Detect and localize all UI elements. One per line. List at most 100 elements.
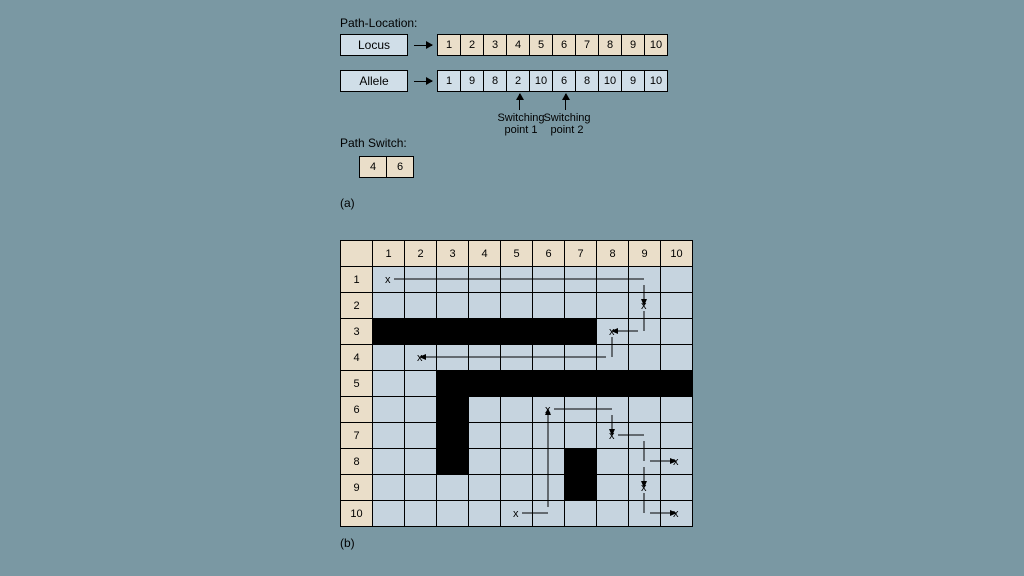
grid-corner — [340, 240, 373, 267]
part-a: Locus 12345678910 Allele 1982106810910 S… — [300, 16, 740, 216]
grid-cell-black — [500, 318, 533, 345]
row-header: 6 — [340, 396, 373, 423]
col-header: 9 — [628, 240, 661, 267]
grid-cell-black — [564, 318, 597, 345]
grid-cell — [628, 318, 661, 345]
locus-row: Locus 12345678910 — [340, 34, 668, 56]
grid-cell — [468, 266, 501, 293]
locus-cell: 7 — [575, 34, 599, 56]
grid-cell-black — [436, 422, 469, 449]
grid-cell — [436, 500, 469, 527]
grid-cell — [628, 448, 661, 475]
grid-cell — [660, 344, 693, 371]
grid-cell — [628, 500, 661, 527]
locus-cell: 4 — [506, 34, 530, 56]
grid-cell — [500, 474, 533, 501]
row-header: 9 — [340, 474, 373, 501]
grid-cell — [468, 344, 501, 371]
grid-cell-black — [532, 318, 565, 345]
grid-cell — [596, 318, 629, 345]
allele-cell: 10 — [598, 70, 622, 92]
up-arrow-icon — [519, 94, 520, 110]
grid-cell — [468, 474, 501, 501]
grid-cell — [436, 266, 469, 293]
grid-cell — [596, 474, 629, 501]
allele-cell: 9 — [621, 70, 645, 92]
grid-cell — [404, 292, 437, 319]
col-header: 5 — [500, 240, 533, 267]
grid-cell-black — [468, 318, 501, 345]
allele-cell: 2 — [506, 70, 530, 92]
switching-point-label: Switchingpoint 2 — [539, 112, 595, 136]
grid-cell — [500, 344, 533, 371]
allele-cell: 8 — [483, 70, 507, 92]
grid-cell — [564, 500, 597, 527]
up-arrow-icon — [565, 94, 566, 110]
grid-cell — [404, 448, 437, 475]
grid-cell-black — [468, 370, 501, 397]
locus-cell: 1 — [437, 34, 461, 56]
grid-cell — [596, 344, 629, 371]
grid-cell — [436, 292, 469, 319]
col-header: 3 — [436, 240, 469, 267]
path-switch-label: Path Switch: — [340, 136, 407, 150]
grid-cell — [564, 344, 597, 371]
grid-cell — [596, 292, 629, 319]
col-header: 6 — [532, 240, 565, 267]
col-header: 10 — [660, 240, 693, 267]
grid-cell — [404, 500, 437, 527]
grid-cell — [660, 396, 693, 423]
grid-cell — [532, 500, 565, 527]
path-switch-cell: 4 — [359, 156, 387, 178]
grid-cell — [500, 266, 533, 293]
locus-cell: 10 — [644, 34, 668, 56]
allele-cell: 9 — [460, 70, 484, 92]
allele-row: Allele 1982106810910 — [340, 70, 668, 92]
locus-cell: 6 — [552, 34, 576, 56]
allele-cell: 6 — [552, 70, 576, 92]
grid-cell — [436, 474, 469, 501]
grid-cell — [468, 500, 501, 527]
path-switch-cell: 6 — [386, 156, 414, 178]
row-header: 3 — [340, 318, 373, 345]
subfigure-b-label: (b) — [340, 536, 355, 550]
grid-cell — [532, 292, 565, 319]
grid-cell — [404, 344, 437, 371]
grid-cell — [564, 422, 597, 449]
grid-cell — [628, 292, 661, 319]
grid-cell — [468, 422, 501, 449]
col-header: 2 — [404, 240, 437, 267]
grid-cell — [532, 422, 565, 449]
grid-cell — [468, 396, 501, 423]
grid-cell-black — [372, 318, 405, 345]
allele-label: Allele — [340, 70, 408, 92]
grid-cell — [628, 422, 661, 449]
locus-cell: 5 — [529, 34, 553, 56]
grid: 1234567891012345678910 xxxxxxxxxx — [340, 240, 692, 526]
grid-cell — [404, 370, 437, 397]
part-b: 1234567891012345678910 xxxxxxxxxx — [340, 240, 692, 526]
grid-cell-black — [628, 370, 661, 397]
grid-cell-black — [596, 370, 629, 397]
grid-cell — [564, 292, 597, 319]
grid-cell — [500, 422, 533, 449]
col-header: 1 — [372, 240, 405, 267]
grid-cell — [628, 474, 661, 501]
grid-cell — [372, 474, 405, 501]
grid-cell-black — [404, 318, 437, 345]
grid-cell-black — [660, 370, 693, 397]
grid-cell — [660, 422, 693, 449]
grid-cell — [372, 266, 405, 293]
grid-cell — [660, 266, 693, 293]
subfigure-a-label: (a) — [340, 196, 355, 210]
grid-cell-black — [436, 396, 469, 423]
col-header: 4 — [468, 240, 501, 267]
grid-cell — [372, 344, 405, 371]
grid-cell — [532, 344, 565, 371]
grid-cell — [596, 500, 629, 527]
row-header: 2 — [340, 292, 373, 319]
grid-cell — [372, 422, 405, 449]
locus-cell: 3 — [483, 34, 507, 56]
grid-cell — [564, 396, 597, 423]
locus-cell: 8 — [598, 34, 622, 56]
